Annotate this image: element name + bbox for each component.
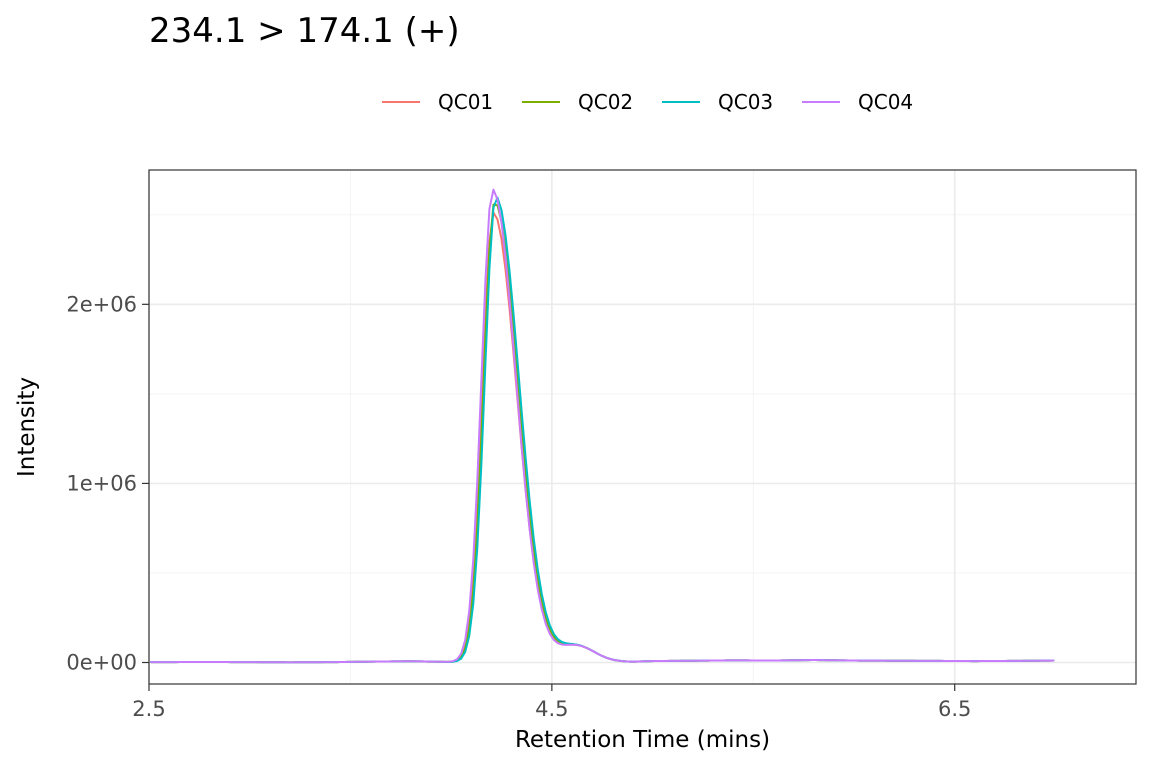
legend: QC01 QC02 QC03 QC04 xyxy=(382,90,913,114)
panel-border xyxy=(148,169,1137,685)
legend-label-qc01: QC01 xyxy=(438,90,493,114)
plot-panel xyxy=(149,170,1136,684)
series-lines xyxy=(150,188,1055,664)
y-axis-title: Intensity xyxy=(14,377,40,477)
minor-gridlines xyxy=(149,170,1136,684)
x-tick-label: 6.5 xyxy=(938,697,971,721)
x-tick-label: 4.5 xyxy=(535,697,568,721)
series-line-qc04 xyxy=(150,188,1055,664)
legend-label-qc02: QC02 xyxy=(578,90,633,114)
x-axis-title: Retention Time (mins) xyxy=(515,727,770,753)
y-axis: 0e+00 1e+06 2e+06 xyxy=(66,292,149,675)
y-tick-label: 2e+06 xyxy=(66,292,137,316)
y-tick-label: 1e+06 xyxy=(66,471,137,495)
x-tick-label: 2.5 xyxy=(132,697,165,721)
chart-title: 234.1 > 174.1 (+) xyxy=(149,11,460,51)
legend-label-qc04: QC04 xyxy=(858,90,913,114)
legend-label-qc03: QC03 xyxy=(718,90,773,114)
y-tick-label: 0e+00 xyxy=(66,651,137,675)
x-axis: 2.5 4.5 6.5 xyxy=(132,684,971,721)
